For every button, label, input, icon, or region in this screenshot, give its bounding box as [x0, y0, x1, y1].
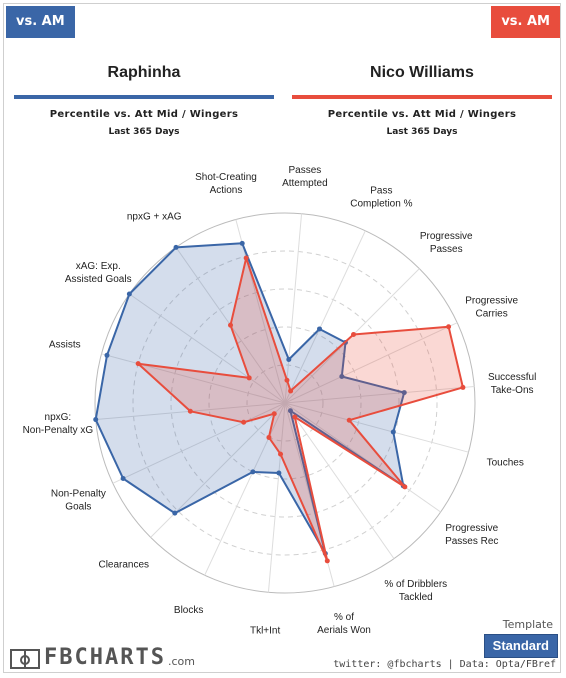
radar-spoke: [267, 402, 286, 593]
data-point-nico-williams: [460, 384, 466, 390]
radar-spoke: [284, 213, 303, 404]
data-point-nico-williams: [351, 331, 357, 337]
data-point-nico-williams: [292, 414, 298, 420]
axis-label: npxG: Non-Penalty xG: [23, 412, 94, 436]
data-point-nico-williams: [135, 361, 141, 367]
player-color-bar-left: [14, 95, 274, 99]
axis-label: Touches: [487, 458, 524, 469]
radar-grid-ring: [208, 326, 362, 480]
axis-label: % of Aerials Won: [317, 612, 371, 636]
player-period-right: Last 365 Days: [386, 127, 458, 137]
data-point-raphinha: [401, 390, 407, 396]
data-point-raphinha: [93, 417, 99, 423]
data-point-raphinha: [173, 244, 179, 250]
data-point-nico-williams: [187, 408, 193, 414]
radar-outer-ring: [94, 212, 476, 594]
axis-label: Tkl+Int: [250, 626, 281, 637]
axis-label: Successful Take-Ons: [488, 372, 536, 396]
axis-label: Blocks: [174, 605, 203, 616]
right-comparison-badge[interactable]: vs. AM: [491, 6, 560, 38]
data-point-raphinha: [104, 352, 110, 358]
data-point-raphinha: [120, 475, 126, 481]
radar-spoke: [150, 402, 286, 538]
logo-suffix: .com: [167, 655, 195, 668]
data-point-nico-williams: [446, 324, 452, 330]
data-point-raphinha: [172, 510, 178, 516]
radar-grid-ring: [132, 250, 438, 556]
data-point-nico-williams: [278, 451, 284, 457]
data-point-raphinha: [126, 291, 132, 297]
radar-spoke: [101, 353, 286, 404]
player-subtitle-left: Percentile vs. Att Mid / Wingers: [49, 109, 239, 120]
axis-label: Non-Penalty Goals: [51, 488, 106, 512]
data-point-nico-williams: [246, 375, 252, 381]
player-name-right: Nico Williams: [370, 64, 474, 81]
player-period-left: Last 365 Days: [108, 127, 180, 137]
radar-spoke: [284, 385, 475, 404]
radar-spoke: [284, 230, 366, 404]
radar-spoke: [129, 293, 286, 404]
axis-label: Shot-Creating Actions: [195, 172, 257, 196]
data-point-nico-williams: [266, 434, 272, 440]
logo-text: FBCHARTS: [44, 645, 166, 670]
data-point-raphinha: [276, 470, 282, 476]
data-point-raphinha: [286, 356, 292, 362]
data-point-raphinha: [390, 429, 396, 435]
data-point-nico-williams: [346, 417, 352, 423]
template-label: Template: [502, 618, 553, 631]
radar-spoke: [284, 402, 441, 513]
template-standard-button[interactable]: Standard: [483, 634, 558, 658]
radar-spoke: [284, 322, 458, 404]
data-point-raphinha: [239, 240, 245, 246]
data-point-raphinha: [287, 408, 293, 414]
radar-grid-ring: [246, 364, 324, 442]
pitch-icon: [10, 649, 40, 669]
axis-label: npxG + xAG: [127, 212, 182, 223]
data-point-raphinha: [250, 469, 256, 475]
radar-grid-ring: [170, 288, 400, 518]
axis-label: Clearances: [98, 560, 149, 571]
axis-label: Progressive Passes: [420, 231, 473, 255]
data-point-nico-williams: [402, 484, 408, 490]
data-point-nico-williams: [241, 419, 247, 425]
data-credit: twitter: @fbcharts | Data: Opta/FBref: [333, 659, 556, 670]
data-point-nico-williams: [324, 558, 330, 564]
data-point-raphinha: [339, 374, 345, 380]
data-point-nico-williams: [243, 255, 249, 261]
player-color-bar-right: [292, 95, 552, 99]
data-point-nico-williams: [284, 377, 290, 383]
chart-frame: [3, 3, 561, 673]
player-name-left: Raphinha: [107, 64, 181, 81]
axis-label: Assists: [49, 339, 81, 350]
radar-spoke: [284, 402, 469, 453]
data-point-nico-williams: [288, 388, 294, 394]
radar-spoke: [112, 402, 286, 484]
data-point-raphinha: [317, 326, 323, 332]
axis-label: Progressive Passes Rec: [445, 523, 499, 547]
data-point-nico-williams: [228, 322, 234, 328]
axis-label: Pass Completion %: [350, 185, 412, 209]
axis-label: xAG: Exp. Assisted Goals: [65, 261, 132, 285]
axis-label: Progressive Carries: [465, 296, 518, 320]
radar-spoke: [204, 402, 286, 576]
axis-label: % of Dribblers Tackled: [384, 579, 447, 603]
axis-label: Passes Attempted: [282, 165, 328, 189]
player-subtitle-right: Percentile vs. Att Mid / Wingers: [327, 109, 517, 120]
fbcharts-logo[interactable]: FBCHARTS .com: [10, 645, 195, 669]
radar-spoke: [284, 402, 395, 559]
left-comparison-badge[interactable]: vs. AM: [6, 6, 75, 38]
data-point-nico-williams: [271, 411, 277, 417]
